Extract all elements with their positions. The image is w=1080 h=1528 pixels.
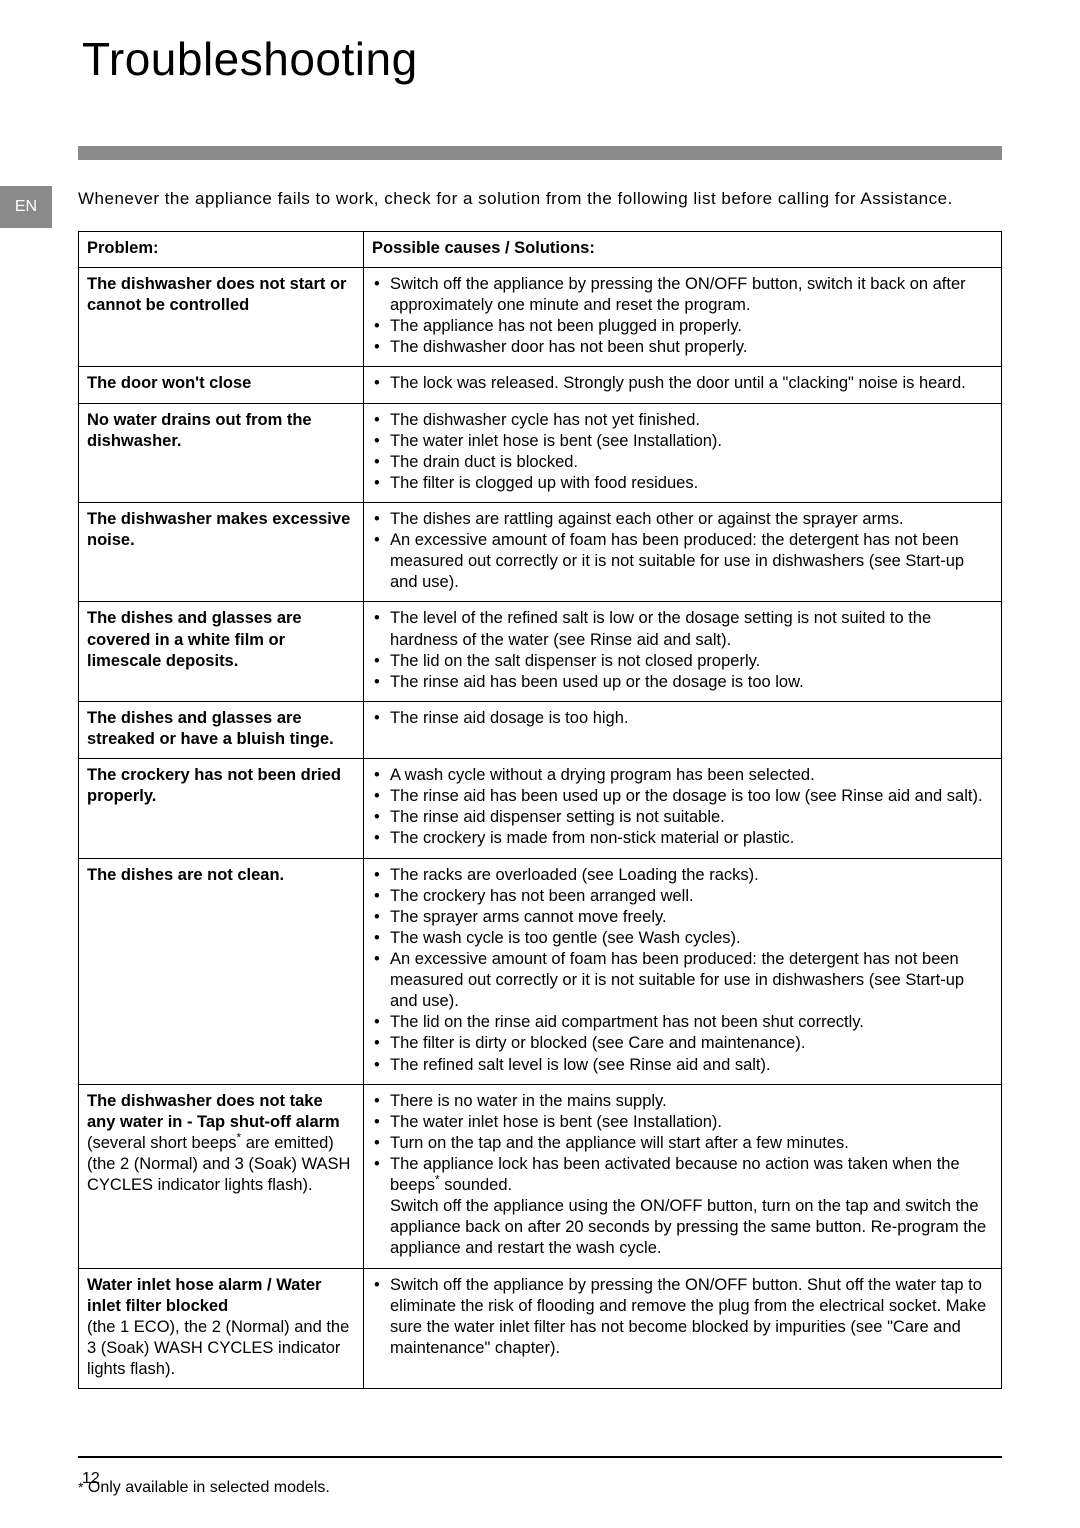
solution-cell: The level of the refined salt is low or … bbox=[364, 602, 1002, 701]
solution-item: An excessive amount of foam has been pro… bbox=[372, 530, 993, 593]
footnote: * Only available in selected models. bbox=[78, 1479, 1002, 1497]
solution-item: The appliance has not been plugged in pr… bbox=[372, 316, 993, 337]
solution-item: The water inlet hose is bent (see Instal… bbox=[372, 431, 993, 452]
solution-item: The lid on the salt dispenser is not clo… bbox=[372, 651, 993, 672]
table-row: No water drains out from the dishwasher.… bbox=[79, 403, 1002, 502]
problem-cell: The dishwasher makes excessive noise. bbox=[79, 503, 364, 602]
solution-cell: The lock was released. Strongly push the… bbox=[364, 367, 1002, 403]
solution-item: Switch off the appliance by pressing the… bbox=[372, 1275, 993, 1359]
problem-cell: The dishes are not clean. bbox=[79, 858, 364, 1084]
problem-cell: The dishwasher does not start or cannot … bbox=[79, 268, 364, 367]
intro-text: Whenever the appliance fails to work, ch… bbox=[78, 188, 1002, 211]
table-row: The dishes are not clean. The racks are o… bbox=[79, 858, 1002, 1084]
page-title: Troubleshooting bbox=[82, 32, 1002, 86]
solution-cell: Switch off the appliance by pressing the… bbox=[364, 1268, 1002, 1389]
solution-item: The water inlet hose is bent (see Instal… bbox=[372, 1112, 993, 1133]
header-bar bbox=[78, 146, 1002, 160]
solution-item: The racks are overloaded (see Loading th… bbox=[372, 865, 993, 886]
problem-cell: The crockery has not been dried properly… bbox=[79, 759, 364, 858]
solution-item: The wash cycle is too gentle (see Wash c… bbox=[372, 928, 993, 949]
solution-item: The level of the refined salt is low or … bbox=[372, 608, 993, 650]
language-tab: EN bbox=[0, 186, 52, 228]
document-page: EN Troubleshooting Whenever the applianc… bbox=[0, 0, 1080, 1528]
solution-cell: A wash cycle without a drying program ha… bbox=[364, 759, 1002, 858]
footer-rule bbox=[78, 1456, 1002, 1458]
solution-item: The crockery has not been arranged well. bbox=[372, 886, 993, 907]
problem-cell: The dishwasher does not take any water i… bbox=[79, 1084, 364, 1268]
solution-item: An excessive amount of foam has been pro… bbox=[372, 949, 993, 1012]
solution-item: The drain duct is blocked. bbox=[372, 452, 993, 473]
solution-item: The rinse aid dosage is too high. bbox=[372, 708, 993, 729]
solution-cell: The rinse aid dosage is too high. bbox=[364, 701, 1002, 758]
solution-cell: The dishes are rattling against each oth… bbox=[364, 503, 1002, 602]
table-row: The dishwasher makes excessive noise. The… bbox=[79, 503, 1002, 602]
solution-item: Switch off the appliance by pressing the… bbox=[372, 274, 993, 316]
solution-item: The refined salt level is low (see Rinse… bbox=[372, 1055, 993, 1076]
troubleshooting-table: Problem: Possible causes / Solutions: Th… bbox=[78, 231, 1002, 1389]
solution-item: The dishwasher door has not been shut pr… bbox=[372, 337, 993, 358]
problem-cell: No water drains out from the dishwasher. bbox=[79, 403, 364, 502]
table-row: The dishwasher does not take any water i… bbox=[79, 1084, 1002, 1268]
solution-cell: There is no water in the mains supply.Th… bbox=[364, 1084, 1002, 1268]
solution-item: The rinse aid has been used up or the do… bbox=[372, 786, 993, 807]
problem-cell: The dishes and glasses are covered in a … bbox=[79, 602, 364, 701]
page-number: 12 bbox=[82, 1470, 100, 1488]
solution-item: A wash cycle without a drying program ha… bbox=[372, 765, 993, 786]
solution-item: The rinse aid has been used up or the do… bbox=[372, 672, 993, 693]
solution-item: Turn on the tap and the appliance will s… bbox=[372, 1133, 993, 1154]
solution-item: The dishwasher cycle has not yet finishe… bbox=[372, 410, 993, 431]
solution-item: There is no water in the mains supply. bbox=[372, 1091, 993, 1112]
solution-item: The dishes are rattling against each oth… bbox=[372, 509, 993, 530]
solution-item: The rinse aid dispenser setting is not s… bbox=[372, 807, 993, 828]
solution-item: The appliance lock has been activated be… bbox=[372, 1154, 993, 1260]
solution-item: The lid on the rinse aid compartment has… bbox=[372, 1012, 993, 1033]
solution-item: The crockery is made from non-stick mate… bbox=[372, 828, 993, 849]
solution-cell: The dishwasher cycle has not yet finishe… bbox=[364, 403, 1002, 502]
solution-item: The filter is dirty or blocked (see Care… bbox=[372, 1033, 993, 1054]
solution-cell: The racks are overloaded (see Loading th… bbox=[364, 858, 1002, 1084]
problem-cell: The dishes and glasses are streaked or h… bbox=[79, 701, 364, 758]
header-solutions: Possible causes / Solutions: bbox=[364, 231, 1002, 267]
solution-item: The filter is clogged up with food resid… bbox=[372, 473, 993, 494]
problem-cell: The door won't close bbox=[79, 367, 364, 403]
table-row: The dishwasher does not start or cannot … bbox=[79, 268, 1002, 367]
header-problem: Problem: bbox=[79, 231, 364, 267]
table-header-row: Problem: Possible causes / Solutions: bbox=[79, 231, 1002, 267]
solution-item: The sprayer arms cannot move freely. bbox=[372, 907, 993, 928]
problem-cell: Water inlet hose alarm / Water inlet fil… bbox=[79, 1268, 364, 1389]
solution-cell: Switch off the appliance by pressing the… bbox=[364, 268, 1002, 367]
solution-item: The lock was released. Strongly push the… bbox=[372, 373, 993, 394]
table-row: The crockery has not been dried properly… bbox=[79, 759, 1002, 858]
table-row: The dishes and glasses are covered in a … bbox=[79, 602, 1002, 701]
table-row: Water inlet hose alarm / Water inlet fil… bbox=[79, 1268, 1002, 1389]
table-row: The door won't close The lock was release… bbox=[79, 367, 1002, 403]
table-row: The dishes and glasses are streaked or h… bbox=[79, 701, 1002, 758]
